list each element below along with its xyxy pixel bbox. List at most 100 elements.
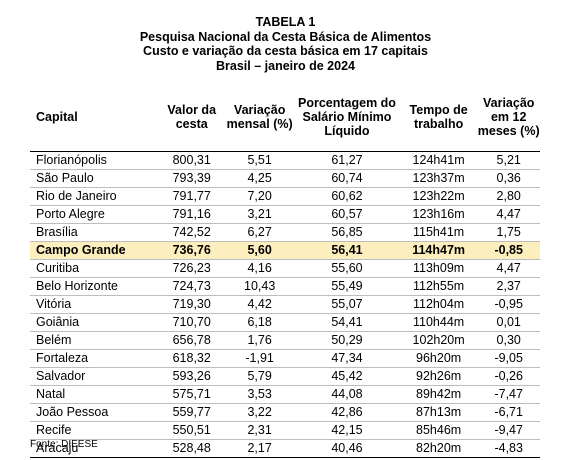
table-row: Goiânia 710,70 6,18 54,41 110h44m 0,01 xyxy=(30,313,540,332)
cell-valor: 791,77 xyxy=(158,187,226,206)
cell-capital: João Pessoa xyxy=(30,403,159,422)
table-row-highlighted: Campo Grande 736,76 5,60 56,41 114h47m -0,85 xyxy=(30,241,540,260)
cell-variacao-12: -9,05 xyxy=(477,349,540,368)
cell-porcentagem: 55,07 xyxy=(294,295,400,314)
cell-variacao-mensal: 5,79 xyxy=(225,367,295,386)
table-number: TABELA 1 xyxy=(255,15,316,29)
cell-variacao-12: 2,80 xyxy=(477,187,540,206)
cell-variacao-mensal: 3,53 xyxy=(225,385,295,404)
table-row: Salvador 593,26 5,79 45,42 92h26m -0,26 xyxy=(30,367,540,386)
cell-tempo: 115h41m xyxy=(399,223,478,242)
cell-porcentagem: 60,57 xyxy=(294,205,400,224)
cell-tempo: 87h13m xyxy=(399,403,478,422)
cell-variacao-12: -0,85 xyxy=(477,241,540,260)
cell-capital: Porto Alegre xyxy=(30,205,159,224)
cell-tempo: 124h41m xyxy=(399,151,478,170)
cell-variacao-12: -7,47 xyxy=(477,385,540,404)
header-variacao-12: Variação em 12 meses (%) xyxy=(477,84,540,152)
cell-tempo: 102h20m xyxy=(399,331,478,350)
table-row: Curitiba 726,23 4,16 55,60 113h09m 4,47 xyxy=(30,259,540,278)
cell-porcentagem: 40,46 xyxy=(294,439,400,458)
cell-tempo: 123h22m xyxy=(399,187,478,206)
table-row: Porto Alegre 791,16 3,21 60,57 123h16m 4,47 xyxy=(30,205,540,224)
table-subtitle: Custo e variação da cesta básica em 17 c… xyxy=(143,44,428,59)
cell-valor: 710,70 xyxy=(158,313,226,332)
cell-tempo: 114h47m xyxy=(399,241,478,260)
cell-porcentagem: 47,34 xyxy=(294,349,400,368)
cell-tempo: 89h42m xyxy=(399,385,478,404)
cell-capital: Fortaleza xyxy=(30,349,159,368)
cell-variacao-mensal: 2,17 xyxy=(225,439,295,458)
header-tempo: Tempo de trabalho xyxy=(399,84,478,152)
cell-variacao-12: 2,37 xyxy=(477,277,540,296)
source-note: Fonte: DIEESE xyxy=(30,439,98,450)
cell-porcentagem: 44,08 xyxy=(294,385,400,404)
header-row: Capital Valor da cesta Variação mensal (… xyxy=(30,84,540,152)
cell-variacao-mensal: 2,31 xyxy=(225,421,295,440)
cell-porcentagem: 55,49 xyxy=(294,277,400,296)
cell-capital: Recife xyxy=(30,421,159,440)
cell-porcentagem: 54,41 xyxy=(294,313,400,332)
table-period: Brasil – janeiro de 2024 xyxy=(216,58,355,73)
cell-valor: 724,73 xyxy=(158,277,226,296)
cell-capital: Goiânia xyxy=(30,313,159,332)
header-capital: Capital xyxy=(30,84,159,152)
cell-capital: Vitória xyxy=(30,295,159,314)
cell-variacao-12: -9,47 xyxy=(477,421,540,440)
cell-porcentagem: 55,60 xyxy=(294,259,400,278)
cell-valor: 618,32 xyxy=(158,349,226,368)
table-row: Natal 575,71 3,53 44,08 89h42m -7,47 xyxy=(30,385,540,404)
table-row: Aracaju 528,48 2,17 40,46 82h20m -4,83 xyxy=(30,439,540,458)
table-row: Belo Horizonte 724,73 10,43 55,49 112h55m 2,3… xyxy=(30,277,540,296)
cell-variacao-12: 0,01 xyxy=(477,313,540,332)
cell-variacao-12: -0,26 xyxy=(477,367,540,386)
cell-variacao-mensal: 6,18 xyxy=(225,313,295,332)
cell-capital: São Paulo xyxy=(30,169,159,188)
table-row: Fortaleza 618,32 -1,91 47,34 96h20m -9,05 xyxy=(30,349,540,368)
cell-variacao-mensal: 1,76 xyxy=(225,331,295,350)
cell-valor: 742,52 xyxy=(158,223,226,242)
cell-porcentagem: 42,15 xyxy=(294,421,400,440)
header-variacao-mensal: Variação mensal (%) xyxy=(225,84,295,152)
cell-variacao-12: -0,95 xyxy=(477,295,540,314)
cell-valor: 575,71 xyxy=(158,385,226,404)
cell-capital: Belo Horizonte xyxy=(30,277,159,296)
cell-capital: Rio de Janeiro xyxy=(30,187,159,206)
cell-porcentagem: 42,86 xyxy=(294,403,400,422)
header-valor: Valor da cesta xyxy=(158,84,226,152)
table-title-block: TABELA 1 Pesquisa Nacional da Cesta Bási… xyxy=(0,15,571,73)
cell-valor: 736,76 xyxy=(158,241,226,260)
table-row: Vitória 719,30 4,42 55,07 112h04m -0,95 xyxy=(30,295,540,314)
cell-tempo: 82h20m xyxy=(399,439,478,458)
cell-variacao-mensal: 7,20 xyxy=(225,187,295,206)
cell-variacao-mensal: 3,21 xyxy=(225,205,295,224)
cell-capital: Salvador xyxy=(30,367,159,386)
table-body: Florianópolis 800,31 5,51 61,27 124h41m 5,21 S… xyxy=(30,151,540,458)
cell-variacao-12: 4,47 xyxy=(477,205,540,224)
cell-valor: 793,39 xyxy=(158,169,226,188)
cell-capital: Curitiba xyxy=(30,259,159,278)
cell-variacao-12: -6,71 xyxy=(477,403,540,422)
cell-variacao-mensal: 5,60 xyxy=(225,241,295,260)
cell-tempo: 110h44m xyxy=(399,313,478,332)
cell-valor: 800,31 xyxy=(158,151,226,170)
cell-porcentagem: 56,41 xyxy=(294,241,400,260)
cell-valor: 791,16 xyxy=(158,205,226,224)
cell-variacao-mensal: 3,22 xyxy=(225,403,295,422)
cell-valor: 559,77 xyxy=(158,403,226,422)
table-row: Belém 656,78 1,76 50,29 102h20m 0,30 xyxy=(30,331,540,350)
cell-variacao-mensal: 4,25 xyxy=(225,169,295,188)
cell-variacao-12: 0,30 xyxy=(477,331,540,350)
cell-porcentagem: 60,62 xyxy=(294,187,400,206)
cell-tempo: 113h09m xyxy=(399,259,478,278)
table-row: Rio de Janeiro 791,77 7,20 60,62 123h22m 2,80 xyxy=(30,187,540,206)
cell-variacao-12: -4,83 xyxy=(477,439,540,458)
survey-title: Pesquisa Nacional da Cesta Básica de Ali… xyxy=(139,29,432,44)
cell-tempo: 96h20m xyxy=(399,349,478,368)
cell-valor: 593,26 xyxy=(158,367,226,386)
cell-capital: Natal xyxy=(30,385,159,404)
cell-valor: 656,78 xyxy=(158,331,226,350)
cell-capital: Belém xyxy=(30,331,159,350)
cell-variacao-mensal: 6,27 xyxy=(225,223,295,242)
cell-porcentagem: 56,85 xyxy=(294,223,400,242)
